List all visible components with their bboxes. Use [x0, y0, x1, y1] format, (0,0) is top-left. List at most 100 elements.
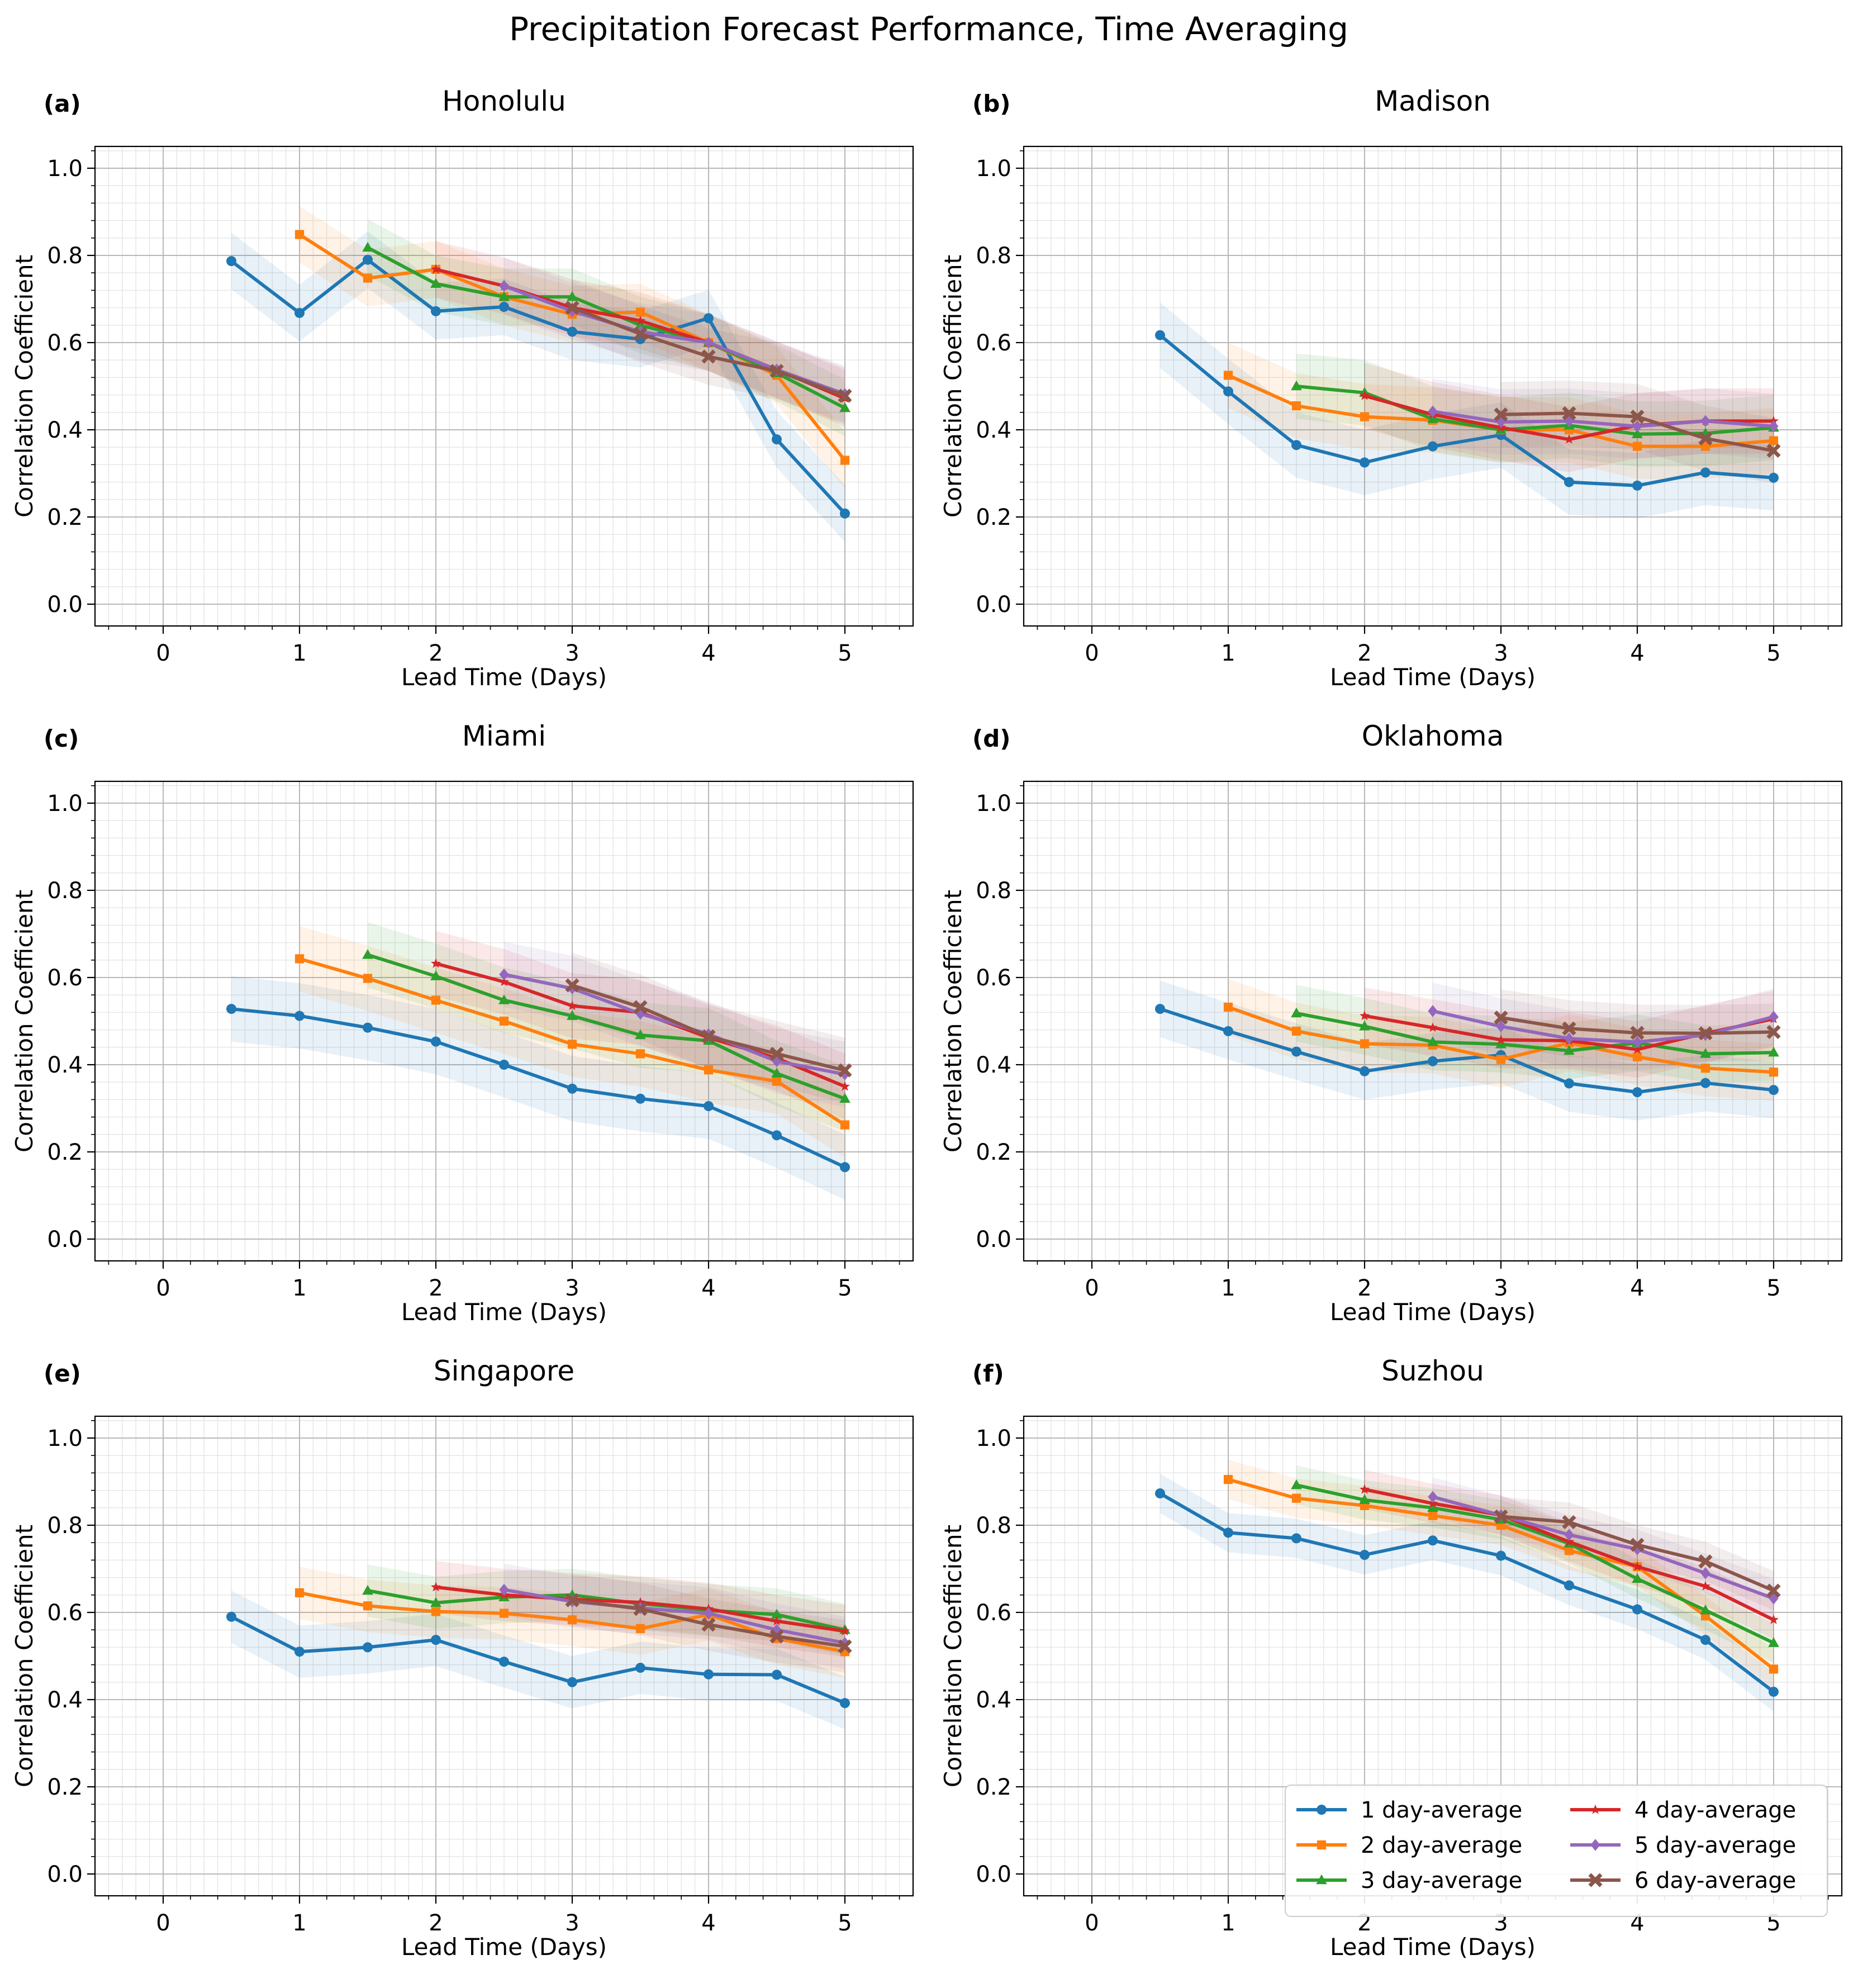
axes-frame [1023, 780, 1843, 1262]
x-tick-label: 2 [429, 1275, 443, 1301]
data-point-2-day-average [363, 1601, 373, 1611]
data-point-1-day-average [1632, 1604, 1642, 1615]
data-point-4-day-average [499, 976, 509, 986]
data-point-6-day-average [838, 388, 852, 403]
data-point-2-day-average [499, 1016, 509, 1026]
data-point-6-day-average [701, 1029, 716, 1043]
data-point-1-day-average [1360, 457, 1370, 468]
chart-panel-oklahoma: 0 1 2 3 4 5 0.0 0.2 0.4 0.6 0.8 1.0 Lead Time (Days)… [939, 720, 1843, 1326]
y-tick-label: 0.8 [47, 243, 83, 269]
band-1-day-average [1160, 1474, 1774, 1712]
legend-marker [1317, 1840, 1327, 1850]
data-point-6-day-average [1766, 1583, 1781, 1598]
legend-label: 6 day-average [1634, 1868, 1796, 1894]
axes-frame [1023, 145, 1843, 627]
data-point-1-day-average [1155, 330, 1165, 340]
x-tick-label: 1 [1221, 640, 1235, 666]
panel-letter: (c) [44, 725, 79, 752]
y-tick-label: 0.8 [976, 878, 1011, 904]
y-tick-label: 0.2 [47, 1140, 83, 1165]
x-tick-label: 1 [1221, 1910, 1235, 1936]
data-point-1-day-average [294, 1647, 305, 1657]
x-tick-label: 0 [1085, 1910, 1099, 1936]
grid [95, 1416, 913, 1896]
data-point-4-day-average [1496, 1035, 1506, 1045]
data-point-2-day-average [499, 1609, 509, 1618]
band-2-day-average [1228, 1460, 1774, 1689]
legend-box [1285, 1785, 1828, 1917]
data-point-6-day-average [633, 1000, 648, 1014]
x-tick-label: 2 [1357, 640, 1371, 666]
legend-marker [1590, 1804, 1600, 1814]
data-point-6-day-average [633, 1602, 648, 1616]
data-point-4-day-average [1564, 434, 1574, 444]
data-point-4-day-average [431, 1582, 441, 1592]
y-tick-label: 0.6 [976, 965, 1011, 991]
data-point-2-day-average [1360, 412, 1370, 421]
y-tick-label: 1.0 [47, 791, 83, 817]
data-point-6-day-average [769, 1046, 784, 1061]
series-line-1-day-average [231, 1007, 846, 1169]
data-point-3-day-average [567, 1010, 578, 1020]
data-point-4-day-average [1564, 1536, 1574, 1546]
data-point-5-day-average [1564, 1032, 1574, 1045]
x-tick-label: 4 [701, 1910, 715, 1936]
y-tick-label: 0.0 [976, 1227, 1011, 1252]
x-tick-label: 3 [1494, 1275, 1508, 1301]
data-point-5-day-average [704, 1607, 714, 1620]
data-point-5-day-average [1769, 1010, 1779, 1023]
y-axis-label: Correlation Coefficient [939, 1525, 967, 1787]
series-line-1-day-average [230, 1615, 846, 1705]
data-point-1-day-average [1428, 441, 1438, 452]
data-point-4-day-average [840, 1626, 850, 1636]
y-tick-label: 0.4 [976, 1052, 1011, 1078]
data-point-1-day-average [226, 1611, 236, 1622]
data-point-3-day-average [430, 970, 441, 980]
band-1-day-average [1160, 302, 1774, 519]
series-1-day-average [1155, 1488, 1779, 1697]
y-tick-label: 0.4 [47, 1052, 83, 1078]
series-6-day-average [565, 301, 852, 403]
x-tick-label: 3 [565, 1275, 579, 1301]
data-point-6-day-average [633, 326, 648, 341]
chart-panel-honolulu: 0 1 2 3 4 5 0.0 0.2 0.4 0.6 0.8 1.0 Lead Time (Days)… [11, 85, 914, 691]
data-point-1-day-average [1360, 1550, 1370, 1560]
y-axis-label: Correlation Coefficient [939, 890, 967, 1152]
panel-letter: (a) [44, 90, 81, 117]
y-tick-label: 0.4 [47, 1687, 83, 1713]
panel-title: Singapore [434, 1355, 574, 1387]
y-tick-label: 0.2 [976, 1140, 1011, 1165]
y-tick-label: 0.6 [47, 1600, 83, 1626]
data-point-1-day-average [363, 1642, 373, 1653]
y-tick-label: 0.0 [47, 592, 83, 618]
data-point-1-day-average [840, 1162, 850, 1173]
data-point-1-day-average [499, 1060, 509, 1070]
data-point-4-day-average [840, 1081, 850, 1091]
y-tick-label: 0.2 [976, 1775, 1011, 1800]
panels: 0 1 2 3 4 5 0.0 0.2 0.4 0.6 0.8 1.0 Lead Time (Days)… [11, 85, 1843, 1961]
legend-marker [1317, 1805, 1327, 1815]
x-tick-label: 1 [292, 1275, 306, 1301]
data-point-2-day-average [294, 230, 305, 239]
y-tick-label: 0.8 [47, 1513, 83, 1539]
x-tick-label: 5 [838, 1910, 852, 1936]
x-axis-label: Lead Time (Days) [1330, 1933, 1536, 1961]
data-point-5-day-average [772, 1624, 782, 1636]
data-point-1-day-average [840, 508, 850, 519]
grid [1024, 146, 1842, 626]
data-point-3-day-average [1768, 1637, 1779, 1647]
data-point-3-day-average [362, 1584, 373, 1595]
data-point-6-day-average [1494, 407, 1508, 422]
legend-entry-3-day-average: 3 day-average [1296, 1868, 1522, 1894]
data-point-1-day-average [499, 1657, 509, 1667]
data-point-1-day-average [772, 434, 782, 445]
legend-label: 2 day-average [1361, 1833, 1522, 1858]
data-point-5-day-average [499, 279, 509, 292]
data-point-1-day-average [1769, 472, 1779, 483]
data-point-5-day-average [1428, 1005, 1438, 1017]
data-point-3-day-average [362, 241, 373, 252]
series-line-3-day-average [1296, 1483, 1775, 1645]
data-point-3-day-average [1564, 1045, 1575, 1055]
data-point-3-day-average [1700, 1048, 1711, 1058]
data-point-1-day-average [1769, 1686, 1779, 1697]
